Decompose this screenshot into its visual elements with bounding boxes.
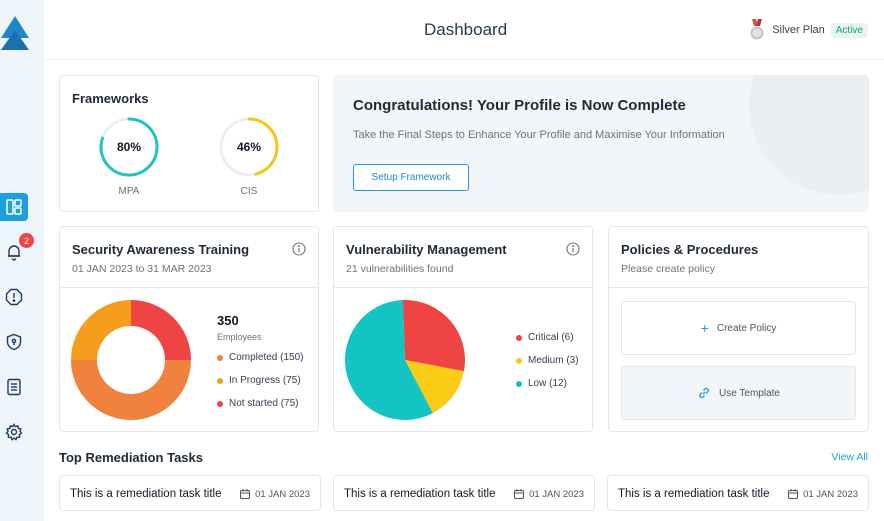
calendar-icon	[514, 489, 525, 499]
policies-card: Policies & Procedures Please create poli…	[608, 226, 869, 432]
legend-dot	[217, 354, 223, 361]
task-date: 01 JAN 2023	[513, 488, 584, 500]
info-icon[interactable]	[292, 242, 306, 256]
task-date-text: 01 JAN 2023	[255, 488, 310, 500]
legend-completed: Completed (150)	[217, 352, 303, 363]
legend-critical: Critical (6)	[516, 332, 574, 343]
security-training-card: Security Awareness Training 01 JAN 2023 …	[59, 226, 319, 432]
frameworks-card: Frameworks 80% MPA 46% CIS	[59, 75, 319, 212]
task-date: 01 JAN 2023	[787, 488, 858, 500]
vulnerability-title: Vulnerability Management	[346, 242, 507, 257]
task-title: This is a remediation task title	[344, 488, 496, 500]
task-date-text: 01 JAN 2023	[529, 488, 584, 500]
use-template-label: Use Template	[719, 387, 780, 399]
sidebar-item-alerts[interactable]	[0, 283, 28, 311]
legend-in-progress: In Progress (75)	[217, 375, 301, 386]
remediation-task-card[interactable]: This is a remediation task title 01 JAN …	[333, 475, 595, 511]
legend-label: Critical (6)	[528, 332, 574, 343]
training-title: Security Awareness Training	[72, 242, 250, 257]
shield-icon	[6, 333, 22, 351]
sidebar-item-security[interactable]	[0, 328, 28, 356]
plan-name: Silver Plan	[772, 24, 825, 36]
bell-icon	[8, 245, 20, 261]
legend-label: Medium (3)	[528, 355, 579, 366]
cis-label: CIS	[240, 186, 258, 197]
banner-text: Take the Final Steps to Enhance Your Pro…	[353, 129, 725, 141]
mpa-value: 80%	[116, 140, 142, 154]
notification-badge: 2	[19, 233, 34, 248]
sidebar-item-documents[interactable]	[0, 373, 28, 401]
header: Dashboard Silver Plan Active	[44, 0, 884, 60]
vulnerability-count: 21 vulnerabilities found	[346, 263, 454, 275]
gear-icon	[5, 423, 23, 441]
training-date-range: 01 JAN 2023 to 31 MAR 2023	[72, 263, 212, 275]
task-title: This is a remediation task title	[618, 488, 770, 500]
employee-count: 350	[217, 313, 239, 328]
legend-medium: Medium (3)	[516, 355, 579, 366]
legend-dot	[217, 400, 223, 407]
legend-dot	[516, 357, 522, 364]
legend-dot	[217, 377, 223, 384]
page-title: Dashboard	[424, 20, 508, 39]
decorative-circle	[749, 75, 869, 195]
plan-indicator[interactable]: Silver Plan Active	[748, 19, 868, 41]
remediation-task-card[interactable]: This is a remediation task title 01 JAN …	[59, 475, 321, 511]
training-donut-chart	[71, 300, 191, 420]
document-icon	[7, 378, 21, 396]
vulnerability-slice-2	[345, 300, 433, 420]
create-policy-button[interactable]: + Create Policy	[621, 301, 856, 355]
legend-low: Low (12)	[516, 378, 567, 389]
remediation-section-title: Top Remediation Tasks	[59, 450, 203, 465]
employee-count-label: Employees	[217, 332, 262, 342]
banner-title: Congratulations! Your Profile is Now Com…	[353, 97, 686, 114]
dashboard-icon	[6, 199, 22, 215]
vulnerability-pie-chart	[345, 300, 465, 420]
calendar-icon	[240, 489, 251, 499]
alert-icon	[5, 288, 23, 306]
link-icon	[699, 387, 709, 399]
legend-not-started: Not started (75)	[217, 398, 298, 409]
plan-status-badge: Active	[830, 22, 868, 38]
legend-dot	[516, 334, 522, 341]
view-all-link[interactable]: View All	[831, 451, 868, 463]
profile-complete-banner: Congratulations! Your Profile is Now Com…	[333, 75, 869, 212]
sidebar: 2	[0, 0, 44, 521]
logo-icon	[1, 16, 29, 50]
mpa-gauge	[99, 117, 159, 177]
cis-value: 46%	[236, 140, 262, 154]
remediation-task-card[interactable]: This is a remediation task title 01 JAN …	[607, 475, 869, 511]
calendar-icon	[788, 489, 799, 499]
vulnerability-slice-0	[402, 300, 465, 372]
frameworks-title: Frameworks	[72, 91, 149, 106]
legend-label: Low (12)	[528, 378, 567, 389]
legend-dot	[516, 380, 522, 387]
task-date: 01 JAN 2023	[239, 488, 310, 500]
cis-gauge	[219, 117, 279, 177]
policies-title: Policies & Procedures	[621, 242, 759, 257]
policies-subtitle: Please create policy	[621, 263, 715, 275]
task-title: This is a remediation task title	[70, 488, 222, 500]
legend-label: Completed (150)	[229, 352, 304, 363]
info-icon[interactable]	[566, 242, 580, 256]
sidebar-item-settings[interactable]	[0, 418, 28, 446]
medal-icon	[750, 19, 764, 40]
vulnerability-card: Vulnerability Management 21 vulnerabilit…	[333, 226, 593, 432]
sidebar-item-notifications[interactable]	[0, 238, 28, 266]
plus-icon: +	[700, 320, 709, 336]
card-divider	[60, 287, 318, 288]
card-divider	[334, 287, 592, 288]
vulnerability-slice-1	[405, 360, 464, 414]
task-date-text: 01 JAN 2023	[803, 488, 858, 500]
legend-label: Not started (75)	[229, 398, 299, 409]
setup-framework-button[interactable]: Setup Framework	[353, 164, 469, 191]
legend-label: In Progress (75)	[229, 375, 301, 386]
mpa-label: MPA	[118, 186, 140, 197]
card-divider	[609, 287, 868, 288]
create-policy-label: Create Policy	[716, 322, 777, 334]
use-template-button[interactable]: Use Template	[621, 366, 856, 420]
sidebar-item-dashboard[interactable]	[0, 193, 28, 221]
